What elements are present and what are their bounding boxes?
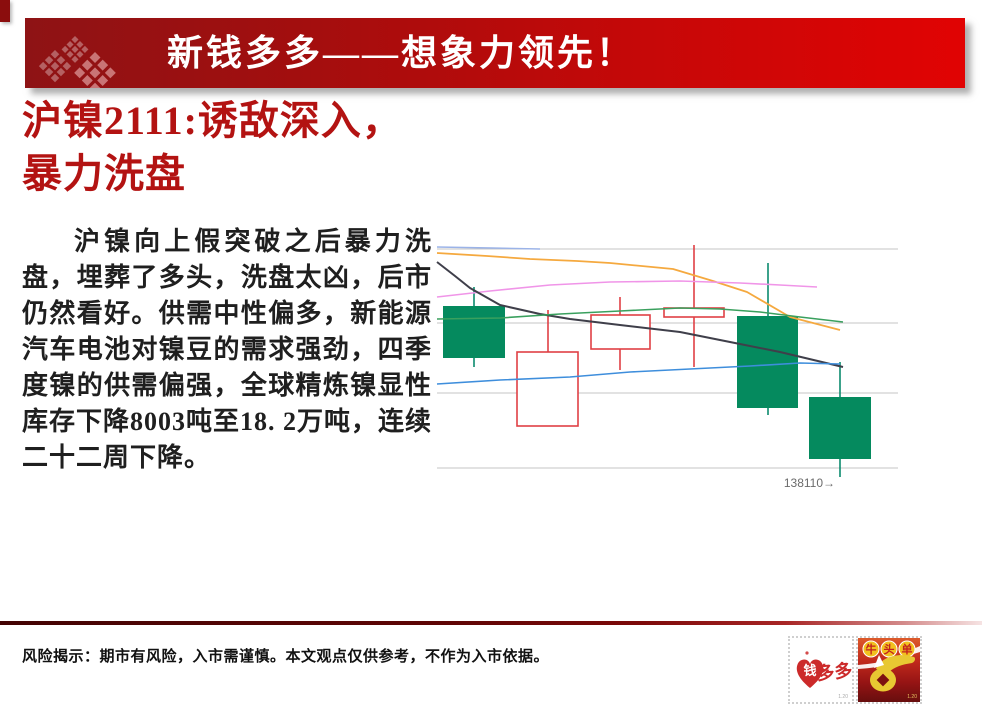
article-title-line1: 沪镍2111:诱敌深入， bbox=[22, 98, 403, 143]
ma-black bbox=[436, 261, 844, 368]
candle bbox=[516, 310, 579, 427]
duoduo-text: 多多 bbox=[815, 659, 852, 684]
qian-char: 钱 bbox=[803, 663, 816, 678]
header-banner: 新钱多多——想象力领先！ bbox=[25, 18, 965, 88]
niutoudan-badges: 牛 头 单 bbox=[862, 640, 916, 658]
candle bbox=[737, 263, 798, 415]
ma-lightblue-short bbox=[436, 246, 541, 250]
article-body: 沪镍向上假突破之后暴力洗盘，埋葬了多头，洗盘太凶，后市仍然看好。供需中性偏多，新… bbox=[22, 227, 433, 472]
footer-divider bbox=[0, 621, 982, 625]
price-label: 138110→ bbox=[784, 476, 835, 490]
candle bbox=[590, 297, 651, 370]
niu-char: 牛 bbox=[866, 642, 877, 656]
ma-green bbox=[436, 307, 844, 323]
bull-icon bbox=[870, 655, 916, 692]
article-title: 沪镍2111:诱敌深入， 暴力洗盘 bbox=[22, 94, 452, 200]
stamp-qianduoduo: 钱 多多 1.20 bbox=[788, 636, 854, 704]
niutoudan-logo-icon: 牛 头 单 1.20 bbox=[858, 638, 920, 702]
banner-title: 新钱多多——想象力领先！ bbox=[167, 33, 636, 73]
heart-icon bbox=[796, 659, 824, 688]
stamp-niutoudan: 牛 头 单 1.20 bbox=[856, 636, 922, 704]
qianduoduo-logo-icon: 钱 多多 1.20 bbox=[796, 651, 853, 700]
disclaimer-text: 风险揭示：期市有风险，入市需谨慎。本文观点仅供参考，不作为入市依据。 bbox=[22, 649, 550, 665]
dan-char: 单 bbox=[902, 642, 913, 656]
white-swoosh bbox=[858, 646, 920, 669]
article-title-line2: 暴力洗盘 bbox=[22, 151, 186, 196]
ma-pink bbox=[436, 280, 818, 298]
tou-char: 头 bbox=[884, 642, 895, 656]
knot-pattern-icon bbox=[38, 36, 116, 88]
corner-tab bbox=[0, 0, 10, 22]
ma-blue bbox=[436, 362, 841, 385]
stamp1-tiny-mark: 1.20 bbox=[838, 694, 848, 700]
candle bbox=[809, 362, 871, 477]
candlestick-chart: 138110→ bbox=[436, 245, 898, 490]
logo-stamps: 钱 多多 1.20 bbox=[788, 636, 922, 704]
candle bbox=[443, 287, 505, 367]
candle bbox=[663, 245, 725, 367]
ma-orange bbox=[436, 252, 841, 331]
stamp2-tiny-mark: 1.20 bbox=[907, 694, 917, 700]
